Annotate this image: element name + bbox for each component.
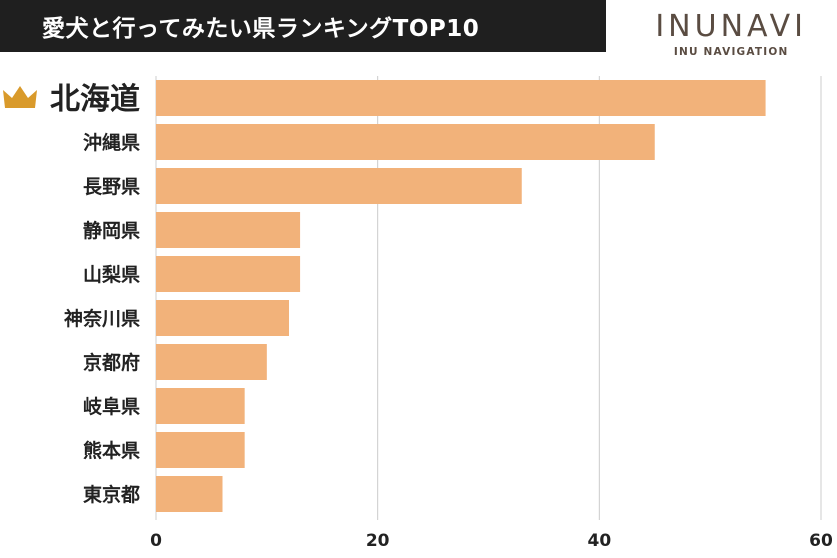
bar <box>156 432 245 468</box>
x-tick-label: 60 <box>809 531 833 551</box>
category-label: 東京都 <box>83 483 140 506</box>
category-label: 京都府 <box>83 351 140 374</box>
category-label: 熊本県 <box>83 439 140 462</box>
brand-name: INUNAVI <box>655 9 807 44</box>
bar <box>156 80 766 116</box>
brand-subtitle: INU NAVIGATION <box>673 46 789 58</box>
chart-title: 愛犬と行ってみたい県ランキングTOP10 <box>42 16 480 42</box>
bar <box>156 256 301 292</box>
brand-logo: INUNAVI INU NAVIGATION <box>655 9 807 59</box>
category-label: 山梨県 <box>83 263 140 286</box>
category-label: 神奈川県 <box>64 307 140 330</box>
bar <box>156 212 301 248</box>
bar <box>156 476 223 512</box>
category-label: 長野県 <box>83 176 140 198</box>
bar <box>156 300 289 336</box>
crown-icon <box>3 86 37 108</box>
chart-title-bar: 愛犬と行ってみたい県ランキングTOP10 <box>0 0 606 52</box>
category-label: 沖縄県 <box>83 131 140 154</box>
x-tick-label: 20 <box>366 531 390 551</box>
category-label: 岐阜県 <box>83 395 140 418</box>
bar <box>156 388 245 424</box>
bar <box>156 124 655 160</box>
x-tick-label: 40 <box>587 531 611 551</box>
category-label: 静岡県 <box>83 219 140 242</box>
x-tick-label: 0 <box>150 531 162 551</box>
bar <box>156 168 522 204</box>
category-label: 北海道 <box>50 82 140 117</box>
bar <box>156 344 267 380</box>
